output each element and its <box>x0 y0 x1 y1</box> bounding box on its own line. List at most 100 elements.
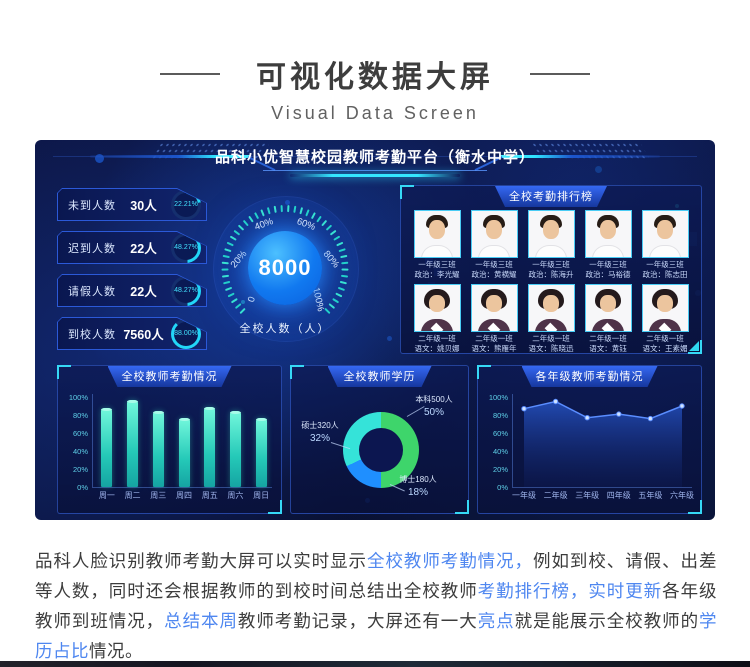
teacher-photo <box>527 210 575 258</box>
gauge-outer-ring <box>213 196 359 342</box>
teacher-photo <box>641 210 689 258</box>
y-axis-tick-label: 0% <box>77 483 88 492</box>
stat-value: 30人 <box>130 199 157 213</box>
stat-banner: 未到人数 30人 22.21% <box>57 188 207 221</box>
stat-label: 迟到人数 <box>68 242 116 255</box>
ranking-cell: 二年级一班 语文：黄钰 <box>584 284 632 354</box>
pie-slice-label: 博士180人 18% <box>387 474 449 498</box>
x-axis-tick-label: 三年级 <box>575 491 600 500</box>
donut-chart <box>343 412 419 488</box>
bar <box>229 410 241 487</box>
area-chart-title: 各年级教师考勤情况 <box>522 366 658 387</box>
bar <box>127 399 139 487</box>
teacher-label: 政治：李光耀 <box>414 270 460 279</box>
body-text: 情况。 <box>89 640 143 661</box>
ranking-cell: 一年级三班 政治：陈志田 <box>641 210 689 280</box>
bar <box>101 407 113 487</box>
avatar-body <box>421 245 453 257</box>
teacher-label: 语文：姚贝娜 <box>414 344 460 353</box>
class-label: 一年级三班 <box>475 260 513 269</box>
y-axis-tick-label: 80% <box>492 411 508 420</box>
x-axis-tick-label: 周五 <box>201 491 218 500</box>
body-text: 各年级教师到班情况， <box>35 580 718 631</box>
pie-slice-label: 本科500人 50% <box>403 394 465 418</box>
header-accent-right <box>500 155 660 158</box>
teacher-label: 政治：陈海升 <box>528 270 574 279</box>
x-axis-tick-label: 二年级 <box>543 491 568 500</box>
bar <box>152 410 164 487</box>
ranking-cell: 一年级三班 政治：李光耀 <box>413 210 461 280</box>
class-label: 二年级一班 <box>418 334 456 343</box>
gauge-core: 8000 <box>248 231 322 305</box>
dashboard-header: 品科小优智慧校园教师考勤平台（衡水中学） <box>35 140 715 184</box>
stat-percent: 88.00% <box>174 330 198 337</box>
x-axis-tick-label: 周二 <box>124 491 141 500</box>
avatar-face <box>486 295 502 312</box>
y-axis-tick-label: 20% <box>72 465 88 474</box>
total-gauge: 0 20% 40% 60% 80% 100% 8000 全校人数（人） <box>185 184 385 354</box>
page-subtitle: Visual Data Screen <box>271 103 479 123</box>
page-title: 可视化数据大屏 <box>256 61 494 94</box>
y-axis-tick-label: 60% <box>72 429 88 438</box>
avatar-body <box>478 245 510 257</box>
x-axis-tick-label: 周一 <box>98 491 115 500</box>
slice-name: 本科500人 <box>415 395 453 404</box>
glow-orb <box>595 166 602 173</box>
ranking-cell: 二年级一班 语文：熊雁年 <box>470 284 518 354</box>
teacher-label: 语文：陈晓迅 <box>528 344 574 353</box>
title-divider-left <box>160 73 220 75</box>
x-axis-tick-label: 周三 <box>150 491 167 500</box>
teacher-label: 政治：黄横耀 <box>471 270 517 279</box>
body-text: 就是能展示全校教师的 <box>514 610 700 631</box>
ranking-cell: 一年级三班 政治：黄横耀 <box>470 210 518 280</box>
x-axis-tick-label: 周日 <box>253 491 270 500</box>
ranking-cell: 二年级一班 语文：王素媚 <box>641 284 689 354</box>
stat-label: 未到人数 <box>68 199 116 212</box>
glow-orb <box>95 154 104 163</box>
x-axis-tick-label: 一年级 <box>512 491 536 500</box>
avatar-face <box>543 295 559 312</box>
x-axis-tick-label: 六年级 <box>670 491 694 500</box>
avatar-body <box>535 245 567 257</box>
ranking-panel: 全校考勤排行榜 一年级三班 政治：李光耀 一年级三班 政治：黄横耀 一年级三班 政治：陈海… <box>400 185 702 354</box>
bar <box>178 417 190 487</box>
x-axis-tick-label: 五年级 <box>638 491 663 500</box>
y-axis-tick-label: 0% <box>497 483 508 492</box>
y-axis <box>92 394 93 487</box>
x-axis-tick-label: 周六 <box>227 491 244 500</box>
slice-name: 硕士320人 <box>301 421 339 430</box>
highlight-text: 总结本周 <box>164 610 238 631</box>
slice-percent: 50% <box>423 407 444 418</box>
highlight-text: 考勤排行榜，实时更新 <box>477 580 663 601</box>
header-base-line <box>263 170 487 171</box>
corner-triangle <box>689 341 699 351</box>
pie-slice-label: 硕士320人 32% <box>293 420 347 444</box>
teacher-photo <box>584 210 632 258</box>
avatar-face <box>657 295 673 312</box>
pie-chart-title: 全校教师学历 <box>328 366 432 387</box>
avatar-face <box>600 295 616 312</box>
y-axis-tick-label: 100% <box>68 393 88 402</box>
title-divider-right <box>530 73 590 75</box>
avatar-face <box>486 220 502 239</box>
y-axis-tick-label: 80% <box>72 411 88 420</box>
stat-percent: 48.27% <box>174 287 198 294</box>
bar <box>204 406 216 487</box>
class-label: 一年级三班 <box>646 260 684 269</box>
slice-percent: 32% <box>309 433 330 444</box>
avatar-body <box>649 245 681 257</box>
x-axis-tick-label: 四年级 <box>606 491 631 500</box>
avatar-face <box>429 295 445 312</box>
body-text: 例如到校、请假、出差等人数，同时还会根据教师的到校时间总结出全校教师 <box>35 550 717 601</box>
x-axis-tick-label: 周四 <box>176 491 192 500</box>
teacher-label: 语文：黄钰 <box>589 344 627 353</box>
description-paragraph: 品科人脸识别教师考勤大屏可以实时显示全校教师考勤情况，例如到校、请假、出差等人数… <box>35 546 717 666</box>
gauge-tick <box>287 205 290 213</box>
slice-percent: 18% <box>407 487 428 498</box>
section-header: 可视化数据大屏 Visual Data Screen <box>0 52 750 124</box>
teacher-label: 政治：马裕德 <box>585 270 631 279</box>
class-label: 二年级一班 <box>532 334 570 343</box>
ranking-cell: 一年级三班 政治：陈海升 <box>527 210 575 280</box>
body-text: 品科人脸识别教师考勤大屏可以实时显示 <box>35 550 367 571</box>
